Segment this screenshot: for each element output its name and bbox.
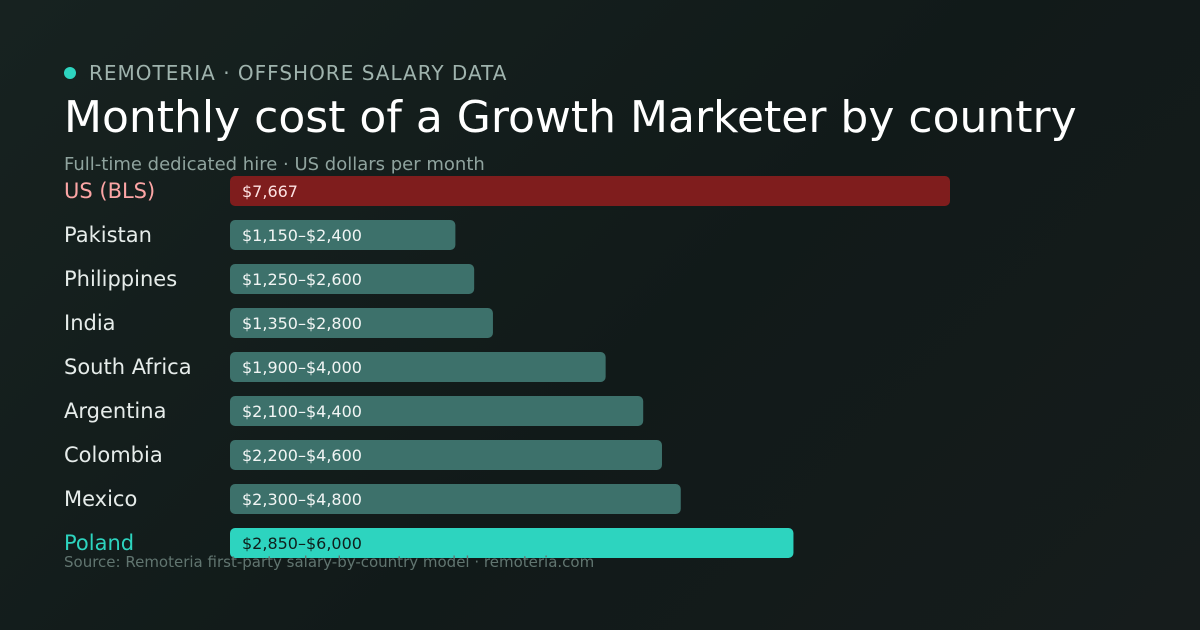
- bar: [230, 396, 644, 426]
- category-label: South Africa: [64, 355, 192, 379]
- bar: [230, 528, 794, 558]
- bar-value-label: $2,300–$4,800: [242, 490, 362, 509]
- category-label: US (BLS): [64, 179, 155, 203]
- bar: [230, 440, 662, 470]
- bar-value-label: $1,900–$4,000: [242, 358, 362, 377]
- category-label: Pakistan: [64, 223, 152, 247]
- category-label: Mexico: [64, 487, 137, 511]
- chart-subtitle: Full-time dedicated hire · US dollars pe…: [64, 154, 485, 175]
- bar: [230, 484, 681, 514]
- bar-value-label: $2,200–$4,600: [242, 446, 362, 465]
- category-label: Philippines: [64, 267, 177, 291]
- bar: [230, 176, 950, 206]
- category-label: Poland: [64, 531, 134, 555]
- brand-label: REMOTERIA · OFFSHORE SALARY DATA: [89, 61, 508, 85]
- category-label: Argentina: [64, 399, 166, 423]
- bar: [230, 220, 456, 250]
- brand-dot-icon: [64, 67, 76, 79]
- bar-value-label: $1,150–$2,400: [242, 226, 362, 245]
- bar-value-label: $2,850–$6,000: [242, 534, 362, 553]
- bar-value-label: $1,350–$2,800: [242, 314, 362, 333]
- bar-value-label: $7,667: [242, 182, 298, 201]
- chart-title: Monthly cost of a Growth Marketer by cou…: [64, 92, 1077, 143]
- bar: [230, 264, 475, 294]
- bar: [230, 308, 493, 338]
- category-label: Colombia: [64, 443, 163, 467]
- brand-row: REMOTERIA · OFFSHORE SALARY DATA: [64, 60, 507, 86]
- bar: [230, 352, 606, 382]
- bar-value-label: $1,250–$2,600: [242, 270, 362, 289]
- bar-value-label: $2,100–$4,400: [242, 402, 362, 421]
- source-note: Source: Remoteria first-party salary-by-…: [64, 553, 595, 571]
- category-label: India: [64, 311, 116, 335]
